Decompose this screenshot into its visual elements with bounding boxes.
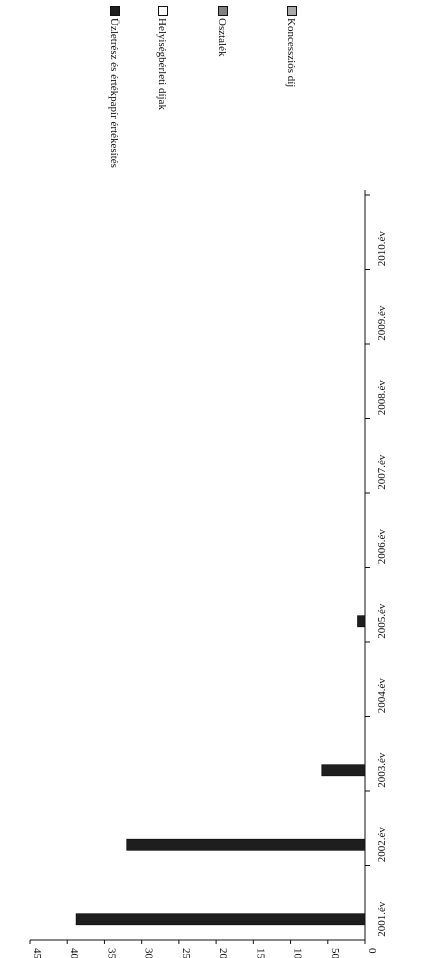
category-label-8: 2009.év <box>376 305 388 341</box>
category-label-5: 2006.év <box>376 529 388 565</box>
value-tick-label-5: 250 000 <box>180 948 192 958</box>
legend-item-koncesszios: Koncessziós díj <box>284 6 297 87</box>
category-label-7: 2008.év <box>376 380 388 416</box>
legend-swatch-osztalek <box>218 6 228 16</box>
value-tick-label-6: 300 000 <box>143 948 155 958</box>
bar-s0-c1 <box>126 838 366 851</box>
category-label-0: 2001.év <box>376 901 388 937</box>
bar-s0-c0 <box>75 913 366 926</box>
legend-item-osztalek: Osztalék <box>215 6 228 56</box>
value-tick-label-3: 150 000 <box>254 948 266 958</box>
legend-swatch-helyisegberleti <box>158 6 168 16</box>
bar-s0-c2 <box>321 764 366 777</box>
legend-item-uzletresz: Üzletrész és értékpapír értékesítés <box>107 6 120 168</box>
category-label-4: 2005.év <box>376 603 388 639</box>
legend-swatch-koncesszios <box>287 6 297 16</box>
value-tick-label-1: 50 000 <box>329 948 341 958</box>
bar-s0-c4 <box>357 615 366 628</box>
category-label-9: 2010.év <box>376 231 388 267</box>
category-label-6: 2007.év <box>376 454 388 490</box>
legend-swatch-uzletresz <box>110 6 120 16</box>
category-label-2: 2003.év <box>376 752 388 788</box>
value-tick-label-9: 450 000 <box>31 948 43 958</box>
legend-label-uzletresz: Üzletrész és értékpapír értékesítés <box>108 18 120 168</box>
legend-label-helyisegberleti: Helyiségbérleti díjak <box>156 18 168 110</box>
legend-label-koncesszios: Koncessziós díj <box>285 18 297 88</box>
value-tick-label-4: 200 000 <box>217 948 229 958</box>
value-tick-label-7: 350 000 <box>105 948 117 958</box>
value-tick-label-0: 0 <box>366 948 378 954</box>
category-label-3: 2004.év <box>376 678 388 714</box>
legend-label-osztalek: Osztalék <box>216 18 228 57</box>
legend-item-helyisegberleti: Helyiségbérleti díjak <box>155 6 168 110</box>
value-tick-label-2: 100 000 <box>292 948 304 958</box>
category-label-1: 2002.év <box>376 827 388 863</box>
value-tick-label-8: 400 000 <box>68 948 80 958</box>
